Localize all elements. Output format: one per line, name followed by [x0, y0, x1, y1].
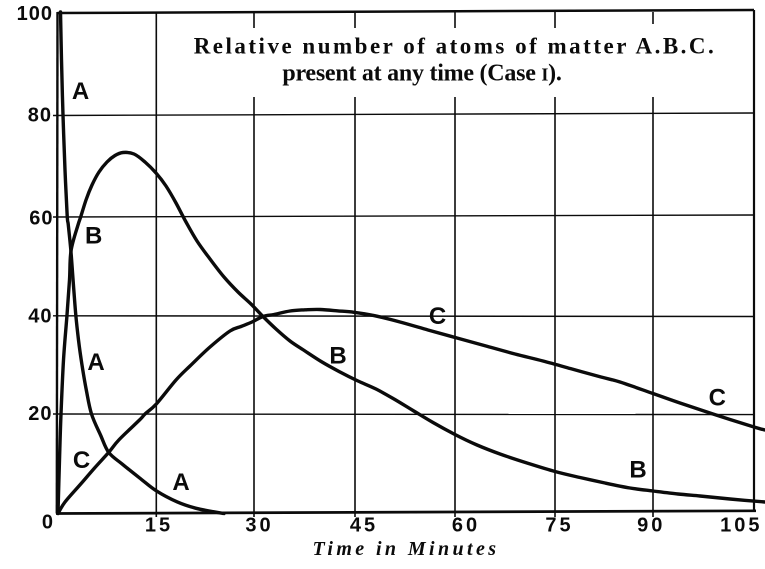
svg-text:105: 105 [720, 515, 762, 537]
svg-text:A: A [172, 469, 189, 496]
svg-text:100: 100 [17, 3, 53, 25]
svg-text:A: A [72, 78, 89, 105]
svg-text:90: 90 [637, 515, 665, 537]
svg-text:B: B [329, 343, 346, 370]
svg-text:75: 75 [545, 515, 573, 537]
svg-text:45: 45 [350, 515, 378, 537]
svg-text:15: 15 [145, 515, 173, 537]
svg-text:30: 30 [245, 515, 273, 537]
svg-text:0: 0 [42, 512, 54, 534]
svg-text:present at any time (Case I).: present at any time (Case I). [282, 61, 561, 87]
svg-text:20: 20 [28, 403, 52, 425]
svg-text:C: C [429, 303, 446, 330]
svg-text:C: C [73, 447, 90, 474]
svg-text:80: 80 [28, 105, 52, 127]
svg-text:B: B [85, 222, 102, 249]
svg-text:B: B [629, 457, 646, 484]
svg-text:Time in Minutes: Time in Minutes [313, 538, 500, 560]
svg-text:C: C [709, 385, 726, 412]
svg-text:60: 60 [29, 208, 53, 230]
svg-text:A: A [87, 349, 104, 376]
svg-text:Relative number of atoms of ma: Relative number of atoms of matter A.B.C… [194, 34, 717, 59]
svg-text:40: 40 [28, 305, 52, 327]
svg-text:60: 60 [452, 515, 480, 537]
